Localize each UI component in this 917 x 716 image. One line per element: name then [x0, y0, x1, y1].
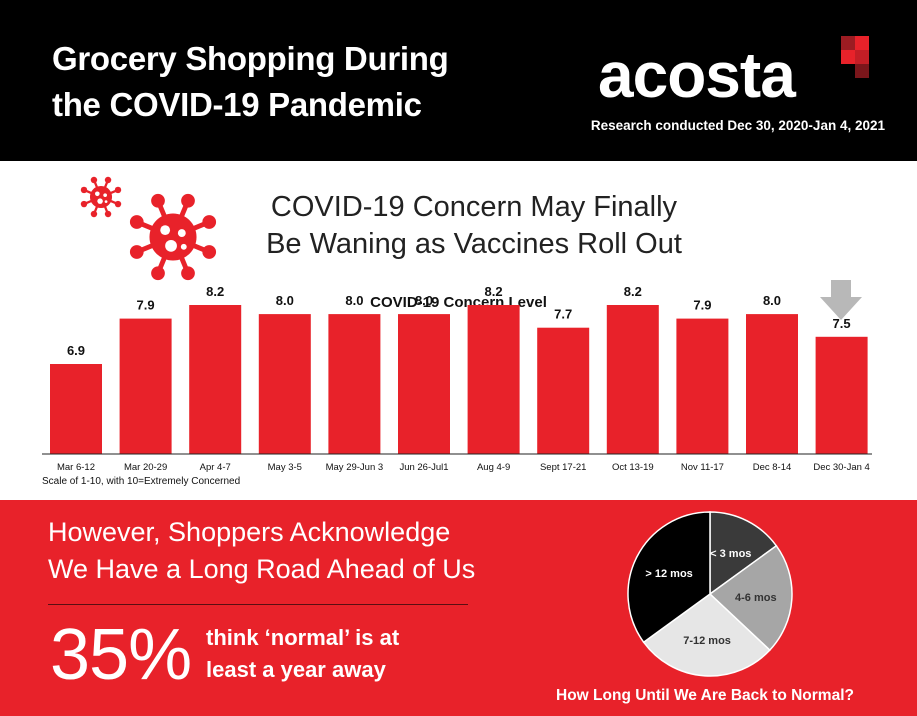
- bar: [467, 305, 520, 454]
- x-tick-label: Mar 20-29: [124, 462, 167, 473]
- page-title: Grocery Shopping During the COVID-19 Pan…: [52, 36, 532, 128]
- bar-value-label: 8.2: [485, 284, 503, 299]
- virus-icon: [129, 193, 217, 281]
- bar-value-label: 8.2: [206, 284, 224, 299]
- x-tick-label: May 29-Jun 3: [326, 462, 384, 473]
- bar: [537, 327, 590, 454]
- pie-slice: [708, 544, 793, 652]
- divider: [48, 604, 468, 605]
- bar: [258, 314, 311, 454]
- bar: [746, 314, 798, 454]
- acosta-logo: acosta: [598, 36, 873, 111]
- bar-value-label: 7.5: [833, 316, 851, 331]
- stat-value: 35%: [50, 615, 192, 695]
- pie-slice: [642, 593, 771, 677]
- bar: [815, 336, 868, 454]
- sub-heading-line-2: We Have a Long Road Ahead of Us: [48, 554, 476, 584]
- logo-text: acosta: [598, 39, 796, 111]
- x-tick-label: Nov 11-17: [681, 462, 724, 473]
- bar-value-label: 8.0: [276, 293, 294, 308]
- page-title-line-1: Grocery Shopping During: [52, 40, 449, 77]
- x-tick-label: Jun 26-Jul1: [399, 462, 448, 473]
- x-tick-label: May 3-5: [268, 462, 302, 473]
- bar-value-label: 8.0: [415, 293, 433, 308]
- bar-value-label: 7.9: [137, 298, 155, 313]
- bar-value-label: 8.0: [763, 293, 781, 308]
- sub-heading-line-1: However, Shoppers Acknowledge: [48, 517, 451, 547]
- x-tick-label: Oct 13-19: [612, 462, 654, 473]
- bar: [676, 318, 729, 454]
- normal-timeline-pie-chart: < 3 mos 4-6 mos 7-12 mos > 12 mos: [627, 511, 793, 677]
- x-tick-label: Aug 4-9: [477, 462, 510, 473]
- bar: [398, 314, 450, 454]
- pie-slice-label: 4-6 mos: [735, 592, 777, 604]
- down-arrow-icon: [820, 280, 862, 320]
- bar: [119, 318, 172, 454]
- bar: [328, 314, 381, 454]
- headline: COVID-19 Concern May Finally Be Waning a…: [234, 189, 714, 263]
- pie-slice: [709, 511, 778, 596]
- x-tick-label: Apr 4-7: [200, 462, 231, 473]
- pie-slice-label: 7-12 mos: [683, 635, 731, 647]
- page-title-line-2: the COVID-19 Pandemic: [52, 86, 422, 123]
- stat-text-line-2: least a year away: [206, 657, 386, 682]
- bar-value-label: 7.7: [554, 307, 572, 322]
- pie-slice-label: > 12 mos: [645, 568, 692, 580]
- x-tick-label: Dec 30-Jan 4: [813, 462, 870, 473]
- headline-line-2: Be Waning as Vaccines Roll Out: [266, 228, 682, 260]
- pie-slice: [627, 511, 711, 644]
- bar: [50, 364, 102, 454]
- x-tick-label: Dec 8-14: [753, 462, 792, 473]
- stat-text: think ‘normal’ is at least a year away: [206, 622, 466, 686]
- sub-heading: However, Shoppers Acknowledge We Have a …: [48, 514, 568, 588]
- bar: [606, 305, 659, 454]
- headline-line-1: COVID-19 Concern May Finally: [270, 191, 678, 223]
- bar-value-label: 8.2: [624, 284, 642, 299]
- header-banner: Grocery Shopping During the COVID-19 Pan…: [0, 0, 917, 161]
- x-tick-label: Sept 17-21: [540, 462, 586, 473]
- acosta-logo-mark-icon: [841, 36, 869, 78]
- concern-bar-chart: 6.9 Mar 6-12 7.9 Mar 20-29 8.2 Apr 4-7 8.0 May …: [42, 280, 872, 473]
- scale-note: Scale of 1-10, with 10=Extremely Concern…: [42, 476, 241, 487]
- virus-icon: [80, 176, 122, 218]
- bar-value-label: 8.0: [345, 293, 363, 308]
- research-date-note: Research conducted Dec 30, 2020-Jan 4, 2…: [590, 118, 885, 133]
- pie-chart-title: How Long Until We Are Back to Normal?: [556, 687, 854, 704]
- pie-slice-label: < 3 mos: [710, 548, 751, 560]
- stat-text-line-1: think ‘normal’ is at: [206, 625, 400, 650]
- bar: [189, 305, 242, 454]
- bar-value-label: 7.9: [693, 298, 711, 313]
- bar-value-label: 6.9: [67, 343, 85, 358]
- bottom-panel: However, Shoppers Acknowledge We Have a …: [0, 500, 917, 716]
- x-tick-label: Mar 6-12: [57, 462, 95, 473]
